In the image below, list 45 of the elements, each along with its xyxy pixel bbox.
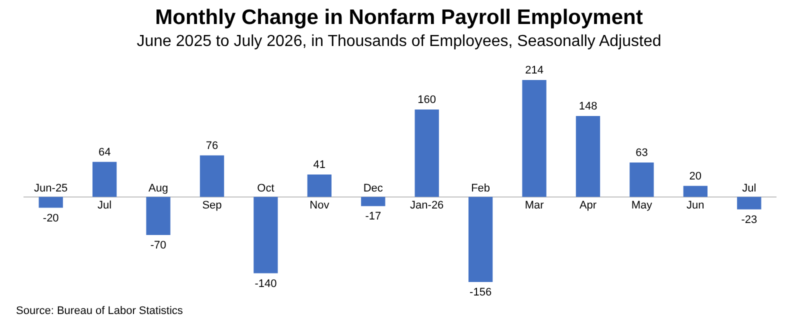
x-tick-label: Jun (686, 199, 704, 212)
source-note: Source: Bureau of Labor Statistics (16, 305, 183, 317)
data-label: -17 (365, 210, 382, 223)
bar (307, 174, 332, 197)
data-label: -156 (470, 286, 492, 299)
bar (200, 155, 224, 197)
bar (146, 196, 170, 236)
bar (361, 196, 386, 206)
data-label: 76 (206, 140, 218, 152)
data-label: 148 (578, 100, 598, 113)
data-label: -20 (42, 212, 59, 224)
x-tick-label: Oct (257, 182, 274, 194)
bar (522, 80, 546, 197)
data-label: -70 (150, 240, 166, 252)
chart-title: Monthly Change in Nonfarm Payroll Employment (154, 6, 644, 30)
bar (683, 186, 708, 197)
x-tick-label: May (631, 199, 653, 212)
x-tick-label: Apr (579, 199, 597, 212)
data-label: -23 (741, 214, 758, 226)
x-tick-label: Mar (524, 199, 544, 212)
bar (414, 109, 439, 197)
x-tick-label: Dec (363, 182, 384, 194)
bar (737, 196, 762, 210)
x-tick-label: Jul (98, 199, 112, 212)
data-label: 20 (689, 170, 702, 182)
x-tick-label: Jun-25 (34, 182, 68, 194)
x-tick-label: Jan-26 (410, 199, 444, 212)
data-label: 214 (525, 64, 544, 77)
chart-subtitle: June 2025 to July 2026, in Thousands of Employees, Seasonally Adjusted (136, 33, 662, 51)
bar (92, 162, 117, 197)
x-tick-label: Sep (202, 199, 222, 212)
x-tick-label: Feb (471, 182, 490, 194)
bar (38, 196, 63, 208)
data-label: -140 (254, 278, 277, 290)
data-label: 64 (98, 146, 111, 158)
x-tick-label: Jul (742, 182, 756, 194)
x-tick-label: Aug (148, 182, 168, 194)
bar (468, 196, 493, 282)
data-label: 63 (636, 146, 648, 159)
bar (576, 116, 600, 197)
data-label: 41 (313, 158, 326, 171)
data-label: 160 (418, 94, 436, 106)
bar (630, 162, 654, 197)
bar (254, 196, 278, 274)
x-tick-label: Nov (310, 199, 330, 212)
